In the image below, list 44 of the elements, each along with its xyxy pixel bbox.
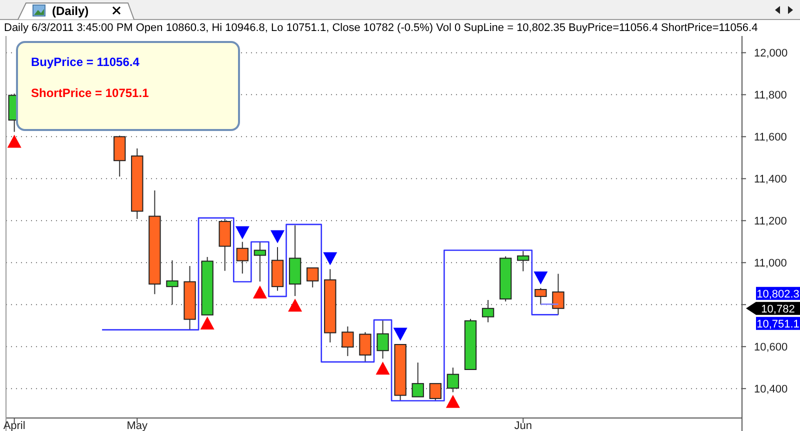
annotation: BuyPrice = 11056.4 (31, 55, 140, 69)
y-tick-label: 10,400 (754, 383, 788, 396)
y-tick-label: 11,800 (754, 90, 787, 102)
y-tick-label: 12,000 (754, 48, 788, 60)
point (270, 230, 285, 244)
candlestick (376, 320, 389, 360)
candlestick (306, 267, 319, 288)
point (235, 226, 250, 240)
candlestick (342, 326, 354, 357)
candlestick (429, 383, 442, 402)
candlestick (534, 288, 547, 306)
text: 10,802.3 (756, 288, 800, 300)
y-tick-label: 11,600 (754, 132, 787, 144)
candlestick (482, 300, 494, 323)
point (393, 328, 408, 341)
point (252, 285, 267, 298)
chart-title: Daily 6/3/2011 3:45:00 PM Open 10860.3, Hi 10946.8, Lo 10751.1, Close 10782 (-0.5%) Vol 0 SupLine = 10,802.35 BuyPrice=11056.4 ShortPrice=11056.4 (4, 22, 758, 34)
candlestick (236, 241, 249, 274)
candlestick (254, 241, 266, 282)
text: 10,782 (761, 303, 795, 316)
y-tick-label: 11,200 (754, 216, 787, 228)
point (534, 272, 548, 285)
candlestick (114, 135, 126, 178)
chart-subtitle: (Daily) (52, 4, 89, 18)
y-tick-label: 11,400 (754, 174, 787, 186)
point (323, 252, 338, 266)
candlestick (446, 367, 460, 393)
point (7, 134, 22, 148)
candlestick (517, 250, 530, 272)
point (446, 394, 460, 408)
x-tick-label: Jun (514, 420, 532, 431)
x-tick-label: May (126, 420, 148, 431)
candlestick (552, 273, 564, 316)
y-tick-label: 10,600 (754, 341, 788, 354)
y-tick-label: 11,000 (754, 257, 787, 270)
point (288, 298, 302, 312)
point (376, 362, 390, 375)
text: 10,751.1 (756, 318, 800, 330)
candlestick (412, 362, 424, 398)
x-tick-label: April (3, 420, 26, 431)
point (200, 316, 214, 330)
candlestick (166, 260, 178, 306)
candlestick (359, 332, 372, 363)
annotation: ShortPrice = 10751.1 (31, 86, 150, 100)
